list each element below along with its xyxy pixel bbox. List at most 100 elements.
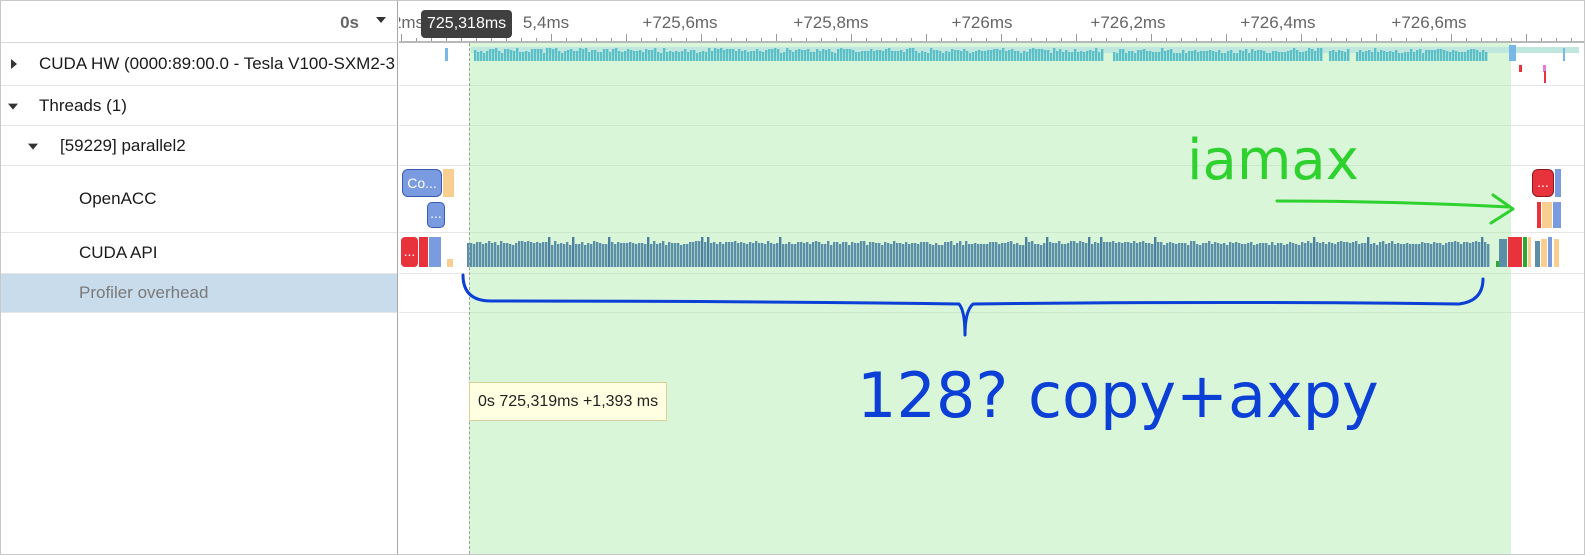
hw-kernel-bar [1458,52,1461,61]
hw-kernel-bar [798,49,801,61]
expand-chevron-icon[interactable] [11,59,17,69]
openacc-block[interactable] [443,169,454,197]
api-call-bar [1019,245,1022,267]
hw-kernel-bar [1347,49,1350,61]
hw-kernel-bar [1485,52,1488,61]
hw-kernel-bar [654,48,657,61]
collapse-chevron-icon[interactable] [8,103,18,110]
api-call-bar [1523,237,1527,267]
api-call-bar [857,243,860,267]
api-call-bar [887,243,890,267]
api-call-bar [1397,243,1400,267]
api-call-bar [1528,237,1531,267]
ruler-tick [536,38,537,41]
hw-kernel-bar [1056,51,1059,61]
hw-kernel-bar [1290,50,1293,61]
ruler-tick [611,38,612,41]
api-call-bar [1151,244,1154,267]
hw-kernel-bar [840,48,843,61]
ruler-tick [941,38,942,41]
hw-kernel-bar [789,50,792,61]
api-call-bar [863,241,866,267]
hw-kernel-bar [873,51,876,61]
time-ruler[interactable]: 2ms 5,4ms +725,6ms +725,8ms +726ms +726,… [399,1,1584,43]
api-call-bar [1025,237,1028,267]
hw-kernel-bar [903,52,906,61]
ruler-tick [491,38,492,41]
openacc-block[interactable] [1555,169,1561,197]
api-call-bar [524,242,527,267]
api-call-bar [926,242,929,267]
openacc-block[interactable] [1553,202,1561,228]
cuda-hw-lane[interactable] [399,1,1584,554]
api-call-bar [1541,239,1547,267]
hw-kernel-bar [1332,50,1335,61]
row-threads[interactable]: Threads (1) [1,86,397,126]
api-call-bar [1334,244,1337,267]
hw-kernel-bar [1023,51,1026,61]
openacc-block[interactable] [1537,202,1541,228]
api-call-bar [1370,244,1373,267]
api-call-bar [491,243,494,267]
hw-kernel-bar [1197,52,1200,61]
api-call-bar [1160,242,1163,267]
api-call-bar [1001,243,1004,267]
cuda-api-lane[interactable] [399,1,1584,554]
hw-kernel-bar [1050,53,1053,61]
hw-kernel-bar [891,51,894,61]
api-call-bar [815,241,818,267]
hw-kernel-bar [1269,53,1272,61]
api-call-bar [1142,241,1145,267]
api-call-bar [956,243,959,267]
row-cuda-hw[interactable]: CUDA HW (0000:89:00.0 - Tesla V100-SXM2-… [1,43,397,86]
hw-kernel-bar [783,52,786,61]
timeline-view[interactable]: 2ms 5,4ms +725,6ms +725,8ms +726ms +726,… [399,1,1584,554]
hw-background-strip [471,47,1579,53]
hw-kernel-bar [819,51,822,61]
openacc-compute-block[interactable]: Co... [402,169,442,197]
api-call-bar [1253,245,1256,267]
row-cuda-api[interactable]: CUDA API [1,233,397,274]
api-call-bar [1229,242,1232,267]
hw-kernel-bar [1098,52,1101,61]
hw-kernel-bar [1344,52,1347,61]
hw-kernel-bar [561,53,564,61]
api-call-bar [506,243,509,267]
hw-kernel-bar [960,51,963,61]
time-selection-range[interactable] [469,43,1511,554]
api-call-bar [665,245,668,267]
lane-separator [399,273,1584,274]
api-call-bar [1043,243,1046,267]
api-call-bar [1073,241,1076,267]
openacc-iamax-block[interactable]: ... [1532,169,1554,197]
row-openacc[interactable]: OpenACC [1,166,397,233]
hw-kernel-bar [555,48,558,61]
api-call-bar [1163,245,1166,267]
hw-kernel-bar [1434,50,1437,61]
api-call-bar [1127,242,1130,267]
hw-kernel-bar [1416,50,1419,61]
hw-kernel-bar [1314,51,1317,61]
openacc-block[interactable]: ... [427,202,445,228]
row-thread-parallel2[interactable]: [59229] parallel2 [1,126,397,166]
row-profiler-overhead[interactable]: Profiler overhead [1,274,397,313]
hw-kernel-bar [1029,49,1032,61]
row-label: CUDA API [79,243,158,262]
hw-kernel-bar [582,49,585,61]
api-call-bar [830,245,833,267]
hw-kernel-bar [1065,50,1068,61]
cuda-api-block[interactable]: ... [401,237,418,267]
hw-kernel-bar [897,51,900,61]
api-call-bar [629,242,632,267]
hw-kernel-bar [1395,50,1398,61]
api-call-bar [962,245,965,267]
api-call-bar [941,245,944,267]
openacc-block[interactable] [1542,202,1552,228]
hw-kernel-bar [978,50,981,61]
api-call-bar [1217,243,1220,267]
hw-kernel-bar [1320,48,1323,61]
api-call-bar [1145,243,1148,267]
collapse-chevron-icon[interactable] [28,143,38,150]
hw-kernel-bar [1083,52,1086,61]
time-origin-dropdown-icon[interactable] [376,17,386,23]
